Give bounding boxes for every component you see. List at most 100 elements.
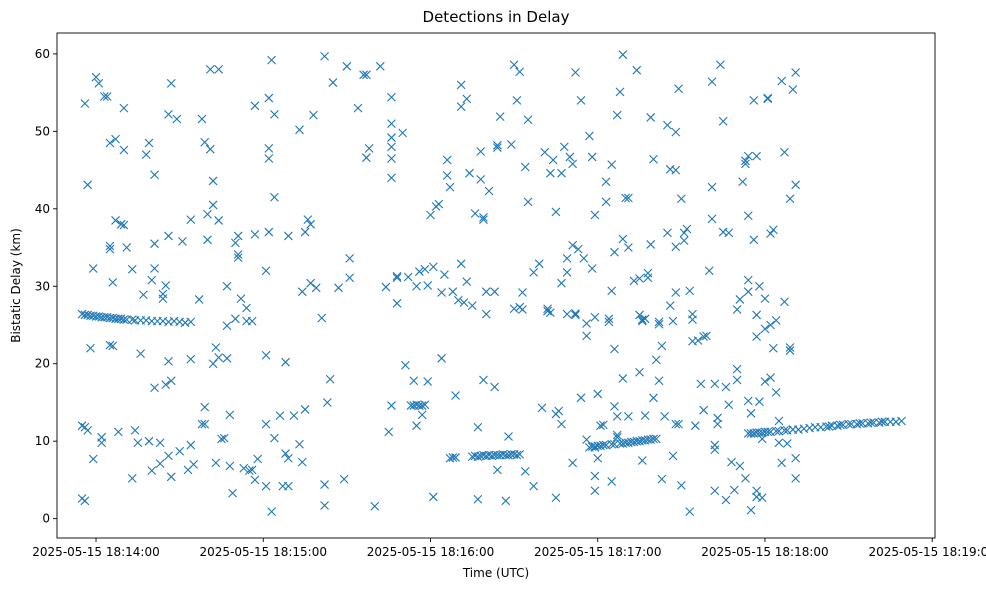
data-point-marker — [345, 254, 355, 263]
data-point-marker — [387, 119, 396, 129]
y-axis-ticks: 0 10 20 30 40 50 60 — [35, 47, 57, 526]
data-point-marker — [111, 216, 120, 225]
data-point-marker — [568, 240, 578, 250]
data-point-marker — [94, 78, 104, 88]
data-point-marker — [618, 234, 628, 244]
y-tick-label: 40 — [35, 202, 50, 216]
data-point-marker — [657, 474, 667, 484]
data-point-marker — [557, 419, 566, 429]
data-point-marker — [590, 471, 600, 481]
data-point-marker — [239, 463, 249, 473]
y-axis-label: Bistatic Delay (km) — [9, 228, 23, 343]
data-point-marker — [635, 367, 644, 377]
data-point-marker — [768, 225, 778, 235]
data-point-marker — [261, 419, 271, 429]
data-point-marker — [788, 85, 798, 94]
data-point-marker — [866, 418, 876, 427]
data-point-marker — [771, 426, 781, 436]
data-point-marker — [119, 220, 129, 230]
data-point-marker — [707, 214, 717, 224]
data-point-marker — [317, 313, 327, 323]
data-point-marker — [624, 243, 633, 252]
data-point-marker — [735, 295, 745, 304]
data-point-marker — [506, 140, 516, 149]
data-point-marker — [275, 411, 285, 421]
data-point-marker — [403, 272, 413, 282]
data-point-marker — [264, 93, 274, 103]
data-point-marker — [568, 458, 578, 468]
data-point-marker — [281, 449, 290, 458]
data-point-marker — [127, 473, 137, 483]
data-point-marker — [598, 440, 608, 450]
data-point-marker — [551, 207, 561, 217]
data-point-marker — [601, 197, 611, 207]
data-point-marker — [164, 451, 173, 461]
data-point-marker — [141, 150, 151, 159]
data-point-marker — [604, 317, 614, 327]
data-point-marker — [760, 294, 770, 304]
data-point-marker — [297, 457, 307, 467]
data-point-marker — [741, 156, 750, 166]
data-point-marker — [456, 102, 466, 111]
data-point-marker — [133, 438, 143, 448]
data-point-marker — [222, 321, 232, 331]
data-point-marker — [197, 419, 207, 429]
data-point-marker — [437, 288, 447, 297]
data-point-marker — [122, 243, 132, 252]
data-point-marker — [261, 266, 271, 276]
data-point-marker — [663, 120, 672, 130]
data-point-marker — [300, 227, 310, 237]
data-point-marker — [654, 376, 664, 386]
data-point-marker — [490, 287, 499, 297]
data-point-marker — [99, 92, 109, 101]
data-point-marker — [233, 231, 243, 241]
data-point-marker — [88, 264, 98, 273]
data-point-marker — [791, 180, 801, 190]
data-point-marker — [467, 301, 477, 311]
data-point-marker — [150, 239, 159, 249]
data-point-marker — [484, 186, 494, 196]
data-point-marker — [529, 481, 539, 491]
data-point-marker — [437, 353, 447, 363]
data-point-marker — [512, 450, 522, 460]
data-point-marker — [565, 152, 575, 162]
data-point-marker — [211, 343, 221, 352]
data-point-marker — [897, 416, 906, 426]
data-point-marker — [200, 402, 210, 412]
data-point-marker — [490, 382, 499, 392]
data-point-marker — [111, 134, 120, 144]
data-point-marker — [760, 324, 770, 334]
data-point-marker — [297, 287, 307, 297]
data-point-marker — [426, 210, 435, 220]
data-point-marker — [161, 281, 171, 290]
data-point-marker — [203, 235, 212, 245]
data-point-marker — [211, 458, 221, 468]
data-point-marker — [782, 439, 792, 448]
data-point-marker — [384, 427, 394, 437]
data-point-marker — [325, 374, 335, 384]
data-point-marker — [518, 305, 527, 314]
data-point-marker — [612, 430, 622, 440]
data-point-marker — [688, 315, 697, 324]
data-point-marker — [610, 344, 619, 354]
data-point-marker — [548, 155, 558, 165]
data-point-marker — [448, 453, 458, 462]
data-point-marker — [205, 65, 215, 74]
data-point-marker — [144, 138, 154, 148]
data-point-marker — [612, 432, 622, 442]
data-point-marker — [741, 159, 750, 169]
data-point-marker — [459, 298, 469, 307]
data-point-marker — [116, 219, 126, 229]
data-point-marker — [479, 212, 488, 222]
data-point-marker — [130, 425, 140, 435]
data-point-marker — [844, 419, 853, 429]
data-point-marker — [766, 229, 775, 238]
data-point-marker — [270, 192, 279, 202]
data-point-marker — [696, 379, 706, 389]
data-point-marker — [423, 281, 433, 290]
data-point-marker — [551, 493, 561, 503]
data-point-marker — [587, 152, 597, 162]
data-point-marker — [401, 360, 410, 370]
x-tick-label: 2025-05-15 18:17:00 — [534, 545, 661, 559]
data-point-marker — [612, 110, 622, 120]
